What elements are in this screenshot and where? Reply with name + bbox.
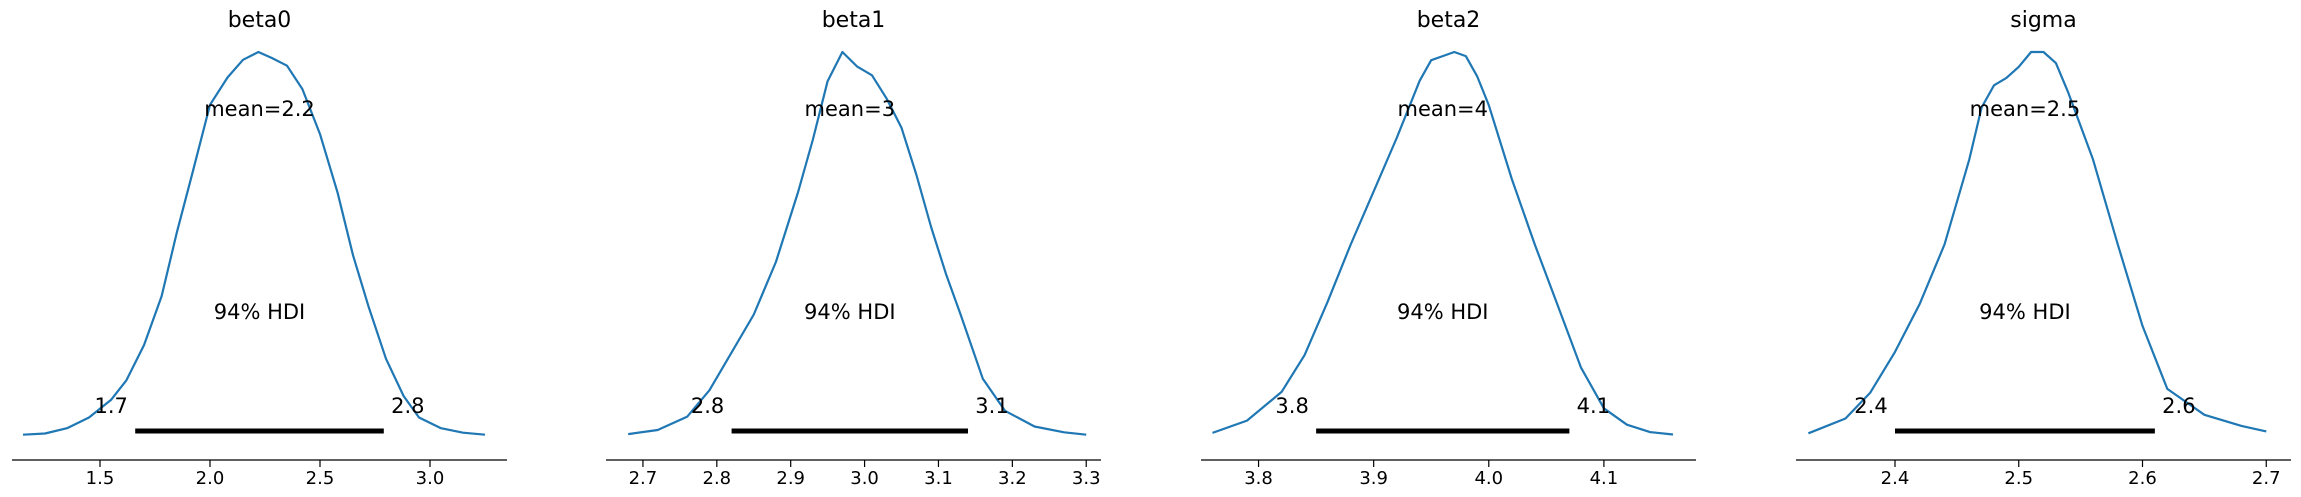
hdi-low-label: 2.4 (1854, 394, 1887, 418)
hdi-high-label: 3.1 (975, 394, 1008, 418)
hdi-low-label: 1.7 (94, 394, 127, 418)
hdi-label: 94% HDI (1979, 300, 2071, 324)
panel-title: sigma (2010, 8, 2076, 33)
x-tick-label: 3.1 (924, 468, 953, 489)
x-tick-label: 2.7 (2252, 468, 2281, 489)
hdi-low-label: 2.8 (691, 394, 724, 418)
x-tick-label: 3.2 (998, 468, 1027, 489)
kde-curve (1807, 50, 2267, 435)
x-tick-label: 2.6 (2128, 468, 2157, 489)
mean-label: mean=3 (805, 97, 896, 121)
panel-title: beta1 (822, 8, 886, 33)
x-tick-label: 3.0 (416, 468, 445, 489)
hdi-high-label: 2.8 (391, 394, 424, 418)
x-tick-label: 2.5 (2004, 468, 2033, 489)
panel-beta1: beta1 mean=3 94% HDI 2.8 3.1 2.7 2.8 2.9 3.0 3.1 3… (606, 8, 1101, 489)
panel-title: beta2 (1417, 8, 1481, 33)
hdi-label: 94% HDI (214, 300, 306, 324)
hdi-high-label: 4.1 (1577, 394, 1610, 418)
hdi-label: 94% HDI (804, 300, 896, 324)
x-tick-label: 1.5 (86, 468, 115, 489)
hdi-low-label: 3.8 (1275, 394, 1308, 418)
mean-label: mean=4 (1397, 97, 1488, 121)
panel-sigma: sigma mean=2.5 94% HDI 2.4 2.6 2.4 2.5 2.6 2.7 (1796, 8, 2291, 489)
kde-curve (22, 50, 486, 436)
x-tick-label: 2.0 (196, 468, 225, 489)
panel-beta2: beta2 mean=4 94% HDI 3.8 4.1 3.8 3.9 4.0 4.1 (1201, 8, 1696, 489)
x-tick-label: 2.7 (629, 468, 658, 489)
x-tick-label: 2.8 (703, 468, 732, 489)
mean-label: mean=2.2 (204, 97, 315, 121)
hdi-high-label: 2.6 (2162, 394, 2195, 418)
x-tick-label: 3.3 (1072, 468, 1101, 489)
panel-beta0: beta0 mean=2.2 94% HDI 1.7 2.8 1.5 2.0 2.5 3.0 (12, 8, 507, 489)
x-tick-label: 2.5 (306, 468, 335, 489)
mean-label: mean=2.5 (1970, 97, 2081, 121)
panel-title: beta0 (228, 8, 292, 33)
x-tick-label: 3.8 (1244, 468, 1273, 489)
hdi-label: 94% HDI (1397, 300, 1489, 324)
x-tick-label: 2.9 (776, 468, 805, 489)
kde-curve (628, 50, 1087, 436)
x-tick-label: 4.0 (1474, 468, 1503, 489)
kde-curve (1212, 50, 1674, 436)
x-tick-label: 3.9 (1359, 468, 1388, 489)
x-tick-label: 2.4 (1881, 468, 1910, 489)
x-tick-label: 4.1 (1590, 468, 1619, 489)
x-tick-label: 3.0 (850, 468, 879, 489)
